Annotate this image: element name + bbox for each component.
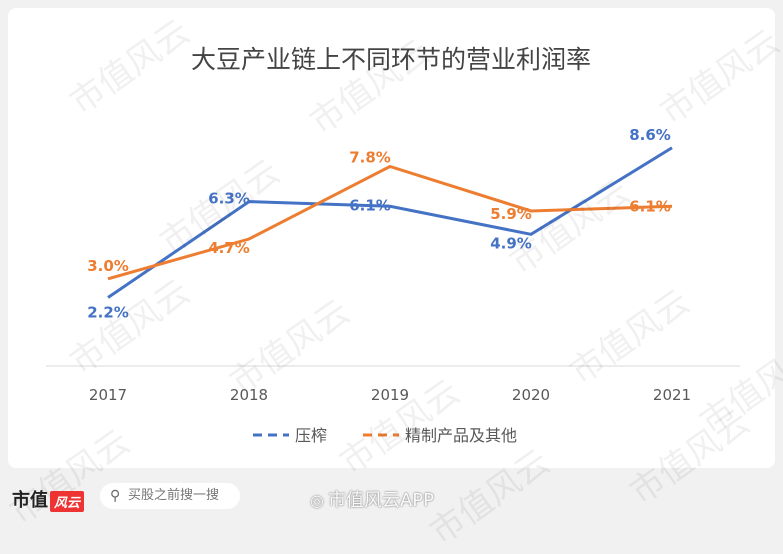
data-label: 6.1% xyxy=(629,197,671,215)
series-line-2 xyxy=(107,164,673,281)
line-chart: 大豆产业链上不同环节的营业利润率 2017 2018 2019 2020 2021 2.2%… xyxy=(46,45,740,445)
data-label: 8.6% xyxy=(629,126,671,144)
data-label: 3.0% xyxy=(87,257,129,275)
search-input[interactable]: ⚲ 买股之前搜一搜 xyxy=(100,483,240,509)
brand-text: 市值 xyxy=(12,490,48,511)
x-tick-label: 2019 xyxy=(371,386,409,404)
app-label: 市值风云APP xyxy=(327,490,434,511)
x-tick-label: 2018 xyxy=(230,386,268,404)
chart-card: 大豆产业链上不同环节的营业利润率 2017 2018 2019 2020 2021 2.2%… xyxy=(8,8,775,468)
data-label: 4.7% xyxy=(208,239,250,257)
brand-logo-mark: 风云 xyxy=(50,490,85,512)
data-label: 4.9% xyxy=(490,234,532,252)
x-tick-label: 2021 xyxy=(653,386,691,404)
data-label: 5.9% xyxy=(490,205,532,223)
data-label: 7.8% xyxy=(349,148,391,166)
search-icon: ⚲ xyxy=(110,488,121,504)
series-line-1 xyxy=(107,146,673,299)
legend-label: 精制产品及其他 xyxy=(405,426,517,445)
data-label: 6.3% xyxy=(208,190,250,208)
x-tick-label: 2020 xyxy=(512,386,550,404)
search-placeholder: 买股之前搜一搜 xyxy=(128,488,220,503)
x-tick-label: 2017 xyxy=(89,386,127,404)
chart-title: 大豆产业链上不同环节的营业利润率 xyxy=(191,45,591,74)
weibo-icon: ◎ xyxy=(310,491,324,510)
brand-logo: 市值 风云 xyxy=(12,486,85,512)
footer-bar: 市值 风云 ⚲ 买股之前搜一搜 ◎ 市值风云APP xyxy=(0,472,783,522)
legend-label: 压榨 xyxy=(295,426,327,445)
data-label: 2.2% xyxy=(87,304,129,322)
app-watermark: ◎ 市值风云APP xyxy=(310,486,434,512)
data-label: 6.1% xyxy=(349,196,391,214)
